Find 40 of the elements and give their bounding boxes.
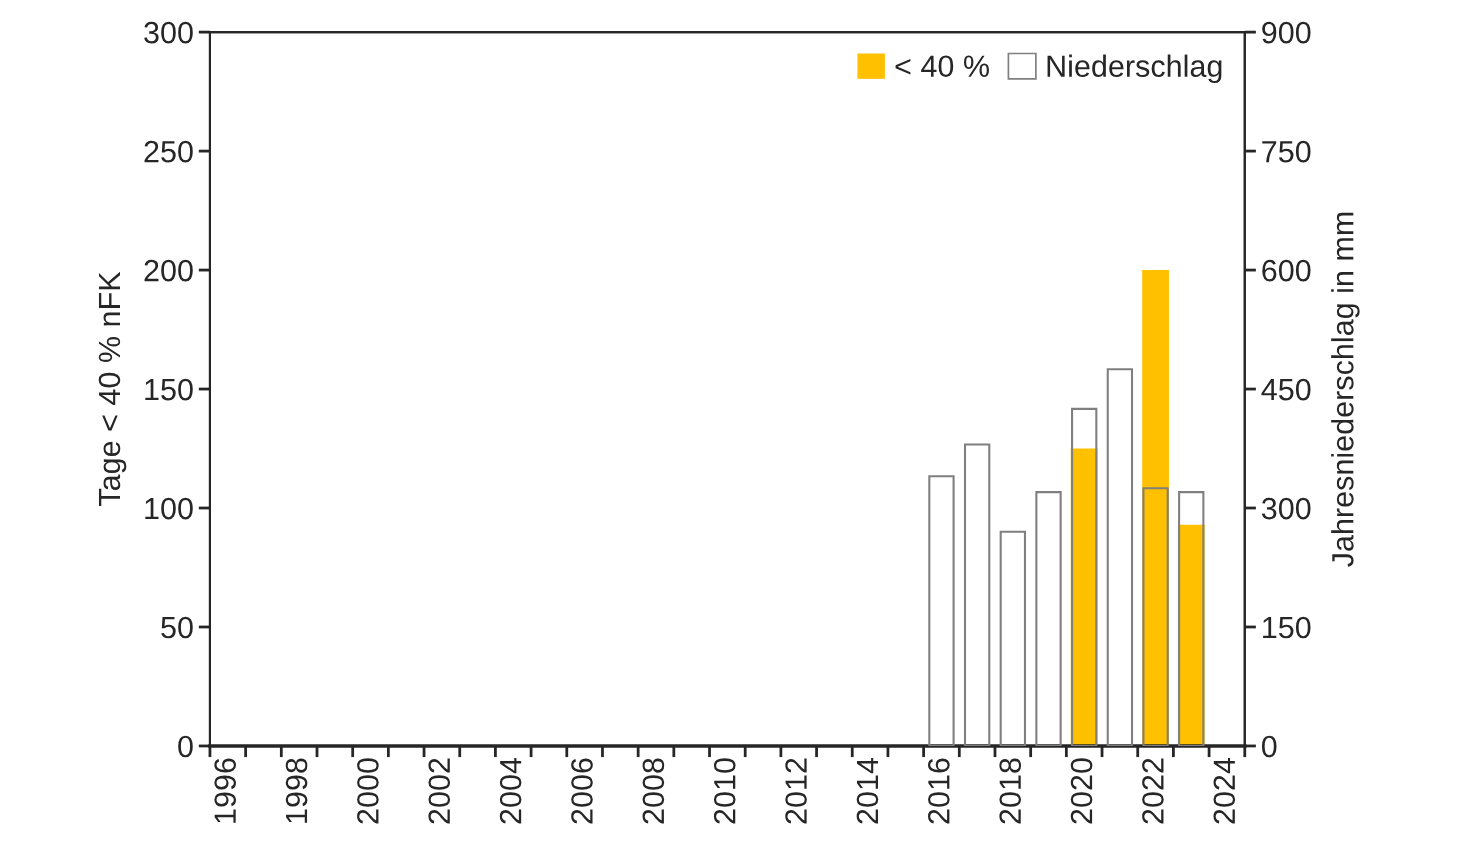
x-tick-label: 2016: [928, 758, 950, 824]
y-tick-label: 150: [145, 378, 193, 401]
x-tick-label: 2008: [642, 758, 665, 824]
legend-label: < 40 %: [895, 55, 989, 78]
y2-tick-label: 900: [1262, 21, 1311, 44]
bar: [999, 530, 1026, 746]
bar: [1178, 491, 1205, 746]
y2-tick-label: 750: [1262, 140, 1311, 163]
y2-axis-title: Jahresniederschlag in mm: [1331, 212, 1360, 567]
x-tick-label: 2010: [713, 758, 736, 824]
y-tick-label: 0: [178, 735, 193, 758]
x-tick-label: 2024: [1213, 757, 1236, 824]
y2-tick-label: 450: [1261, 378, 1311, 401]
bar: [1142, 270, 1169, 746]
x-tick-label: 2000: [357, 758, 379, 824]
x-tick-label: 2014: [856, 757, 879, 824]
y-tick-label: 300: [144, 21, 193, 44]
legend-label: Niederschlag: [1047, 54, 1222, 84]
x-tick-label: 1996: [214, 758, 236, 823]
bar: [963, 443, 991, 746]
bar: [1035, 491, 1062, 746]
y-axis-title: Tage < 40 % nFK: [98, 271, 127, 506]
x-tick-label: 2018: [999, 758, 1022, 824]
x-tick-label: 2012: [785, 758, 807, 824]
y-tick-label: 50: [161, 616, 193, 639]
x-tick-label: 2002: [428, 758, 451, 824]
x-tick-label: 2006: [571, 758, 593, 824]
y2-tick-label: 150: [1263, 616, 1311, 639]
x-tick-label: 2020: [1070, 758, 1093, 824]
x-tick-label: 1998: [285, 758, 308, 823]
y-tick-label: 200: [144, 259, 193, 282]
y2-tick-label: 300: [1261, 497, 1311, 520]
y-tick-label: 100: [145, 497, 193, 520]
x-tick-label: 2004: [499, 757, 522, 824]
y-tick-label: 250: [144, 140, 193, 163]
y2-tick-label: 0: [1261, 735, 1277, 758]
x-tick-label: 2022: [1142, 758, 1164, 824]
bar: [928, 475, 955, 746]
bar: [1106, 368, 1134, 746]
y2-tick-label: 600: [1262, 259, 1311, 282]
